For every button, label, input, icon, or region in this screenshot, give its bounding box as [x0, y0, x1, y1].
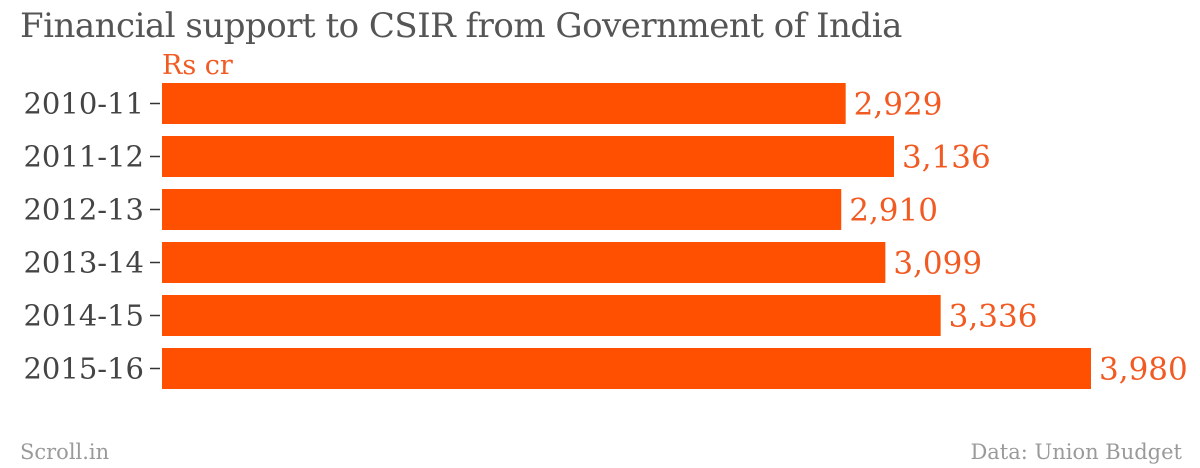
bar-2015-16: [162, 348, 1091, 389]
chart-title: Financial support to CSIR from Governmen…: [20, 6, 902, 46]
value-label-2014-15: 3,336: [949, 299, 1038, 335]
category-label-2012-13: 2012-13: [23, 193, 144, 227]
bar-2013-14: [162, 242, 886, 283]
unit-label: Rs cr: [162, 50, 233, 81]
source-label: Data: Union Budget: [970, 440, 1182, 464]
category-label-2013-14: 2013-14: [23, 246, 144, 280]
value-label-2011-12: 3,136: [902, 140, 991, 176]
category-label-2011-12: 2011-12: [23, 140, 144, 174]
category-label-2014-15: 2014-15: [23, 299, 144, 333]
bar-2010-11: [162, 83, 846, 124]
bar-2012-13: [162, 189, 842, 230]
value-label-2010-11: 2,929: [854, 87, 943, 123]
bar-2014-15: [162, 295, 941, 336]
value-label-2013-14: 3,099: [893, 246, 982, 282]
bar-2011-12: [162, 136, 894, 177]
credit-label: Scroll.in: [20, 440, 110, 464]
value-label-2015-16: 3,980: [1099, 352, 1188, 388]
category-label-2010-11: 2010-11: [23, 87, 144, 121]
value-label-2012-13: 2,910: [849, 193, 938, 229]
category-label-2015-16: 2015-16: [23, 352, 144, 386]
